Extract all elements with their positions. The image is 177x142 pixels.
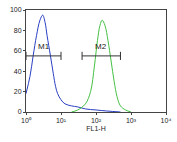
svg-text:40: 40 xyxy=(14,68,22,75)
svg-text:80: 80 xyxy=(14,27,22,34)
svg-text:10³: 10³ xyxy=(126,117,137,124)
svg-text:0: 0 xyxy=(18,108,22,115)
svg-text:20: 20 xyxy=(14,88,22,95)
svg-text:60: 60 xyxy=(14,47,22,54)
svg-text:10⁴: 10⁴ xyxy=(161,117,172,124)
svg-text:100: 100 xyxy=(10,6,22,13)
svg-text:10²: 10² xyxy=(91,117,102,124)
svg-text:FL1-H: FL1-H xyxy=(86,125,105,132)
svg-text:10⁰: 10⁰ xyxy=(21,117,32,124)
svg-text:M2: M2 xyxy=(95,42,107,51)
svg-text:M1: M1 xyxy=(38,42,50,51)
svg-text:10¹: 10¹ xyxy=(56,117,67,124)
